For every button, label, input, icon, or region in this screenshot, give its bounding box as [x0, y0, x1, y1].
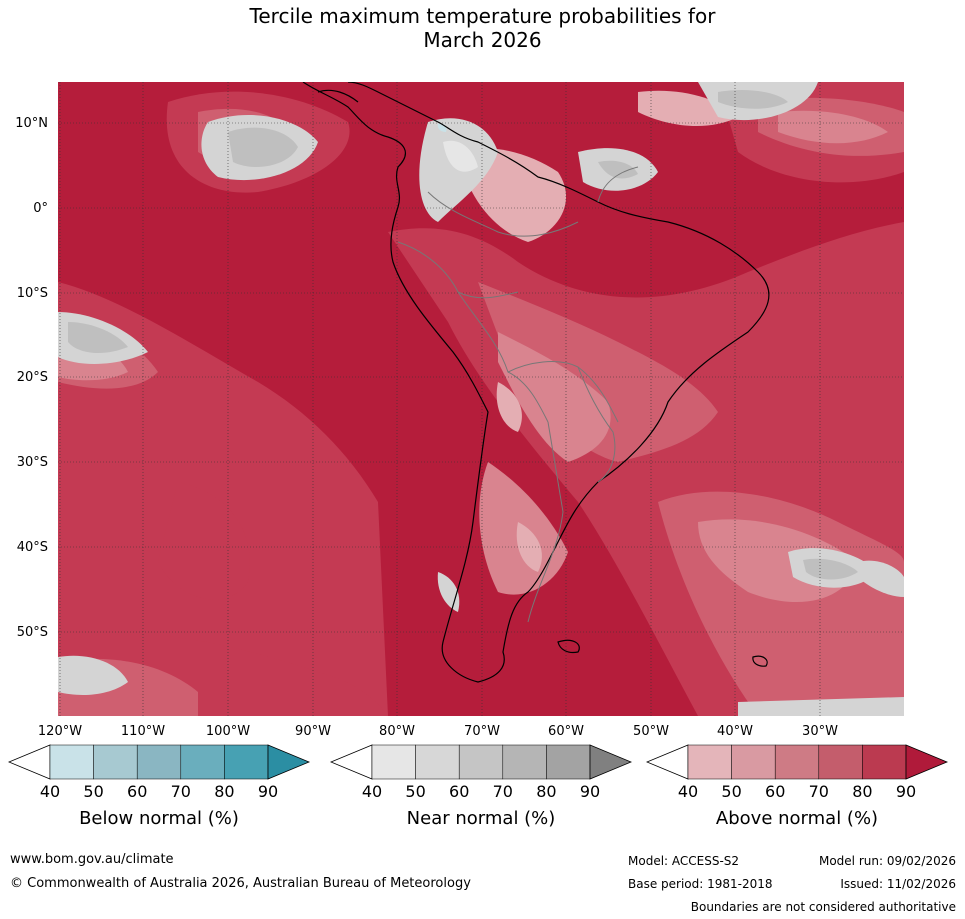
colorbar-high-extension [267, 744, 310, 780]
colorbar-high-extension [589, 744, 632, 780]
lat-label-30s: 30°S [16, 455, 48, 470]
lat-label-10n: 10°N [15, 116, 48, 131]
lat-label-40s: 40°S [16, 540, 48, 555]
near-normal-label: Near normal (%) [406, 808, 556, 829]
colorbar-tick-label: 50 [405, 782, 426, 801]
colorbar-tick-label: 80 [214, 782, 235, 801]
colorbar-tick-label: 70 [492, 782, 513, 801]
probability-map [58, 82, 904, 716]
colorbar-tick-label: 40 [39, 782, 61, 801]
boundaries-disclaimer: Boundaries are not considered authoritat… [690, 900, 956, 914]
lon-label-80w: 80°W [379, 724, 415, 739]
colorbar-tick-label: 60 [127, 782, 148, 801]
lon-label-30w: 30°W [802, 724, 838, 739]
lon-label-120w: 120°W [37, 724, 83, 739]
colorbar-tick-label: 70 [808, 782, 829, 801]
colorbar-tick-label: 60 [449, 782, 470, 801]
above-normal-colorbar [646, 744, 948, 780]
lat-label-10s: 10°S [16, 286, 48, 301]
colorbar-segment [371, 744, 416, 780]
colorbar-tick-label: 40 [361, 782, 383, 801]
colorbar-tick-label: 80 [852, 782, 873, 801]
colorbar-segment [224, 744, 269, 780]
colorbar-segment [862, 744, 907, 780]
near-normal-regions [58, 82, 904, 716]
colorbar-segment [502, 744, 547, 780]
issued-date: Issued: 11/02/2026 [840, 877, 956, 891]
lat-label-20s: 20°S [16, 370, 48, 385]
title-line-2: March 2026 [423, 28, 542, 52]
lon-label-50w: 50°W [633, 724, 669, 739]
map-title: Tercile maximum temperature probabilitie… [0, 4, 965, 52]
model-name: Model: ACCESS-S2 [628, 854, 740, 868]
map-canvas [58, 82, 904, 716]
colorbar-high-extension [905, 744, 948, 780]
copyright: © Commonwealth of Australia 2026, Austra… [10, 876, 471, 891]
colorbar-tick-label: 50 [83, 782, 104, 801]
national-borders [397, 166, 639, 623]
colorbar-segment [180, 744, 225, 780]
colorbar-segment [415, 744, 460, 780]
bom-url: www.bom.gov.au/climate [10, 852, 174, 867]
colorbar-low-extension [8, 744, 51, 780]
colorbar-low-extension [330, 744, 373, 780]
colorbar-segment [136, 744, 182, 780]
map-gridlines [58, 82, 904, 716]
near-normal-colorbar [330, 744, 632, 780]
colorbar-tick-label: 50 [721, 782, 742, 801]
colorbar-segment [818, 744, 863, 780]
lon-label-60w: 60°W [548, 724, 584, 739]
lon-label-100w: 100°W [205, 724, 251, 739]
colorbar-segment [687, 744, 732, 780]
above-normal-label: Above normal (%) [715, 808, 879, 829]
coastline [302, 82, 770, 683]
colorbar-tick-label: 90 [579, 782, 601, 801]
colorbar-segment [731, 744, 776, 780]
colorbar-segment [458, 744, 504, 780]
colorbar-segment [774, 744, 820, 780]
colorbar-low-extension [646, 744, 689, 780]
colorbar-tick-label: 90 [895, 782, 917, 801]
colorbar-tick-label: 80 [536, 782, 557, 801]
title-line-1: Tercile maximum temperature probabilitie… [249, 4, 716, 28]
colorbar-segment [49, 744, 94, 780]
lon-label-110w: 110°W [120, 724, 166, 739]
model-run: Model run: 09/02/2026 [818, 854, 956, 868]
base-period: Base period: 1981-2018 [628, 877, 773, 891]
colorbar-tick-label: 90 [257, 782, 279, 801]
colorbar-tick-label: 40 [677, 782, 699, 801]
colorbar-tick-label: 70 [170, 782, 191, 801]
lon-label-70w: 70°W [464, 724, 500, 739]
lat-label-0: 0° [33, 201, 48, 216]
colorbar-segment [546, 744, 591, 780]
lon-label-40w: 40°W [717, 724, 753, 739]
lon-label-90w: 90°W [295, 724, 331, 739]
colorbar-segment [93, 744, 138, 780]
lat-label-50s: 50°S [16, 625, 48, 640]
below-normal-colorbar [8, 744, 310, 780]
colorbar-tick-label: 60 [765, 782, 786, 801]
below-normal-label: Below normal (%) [79, 808, 239, 829]
